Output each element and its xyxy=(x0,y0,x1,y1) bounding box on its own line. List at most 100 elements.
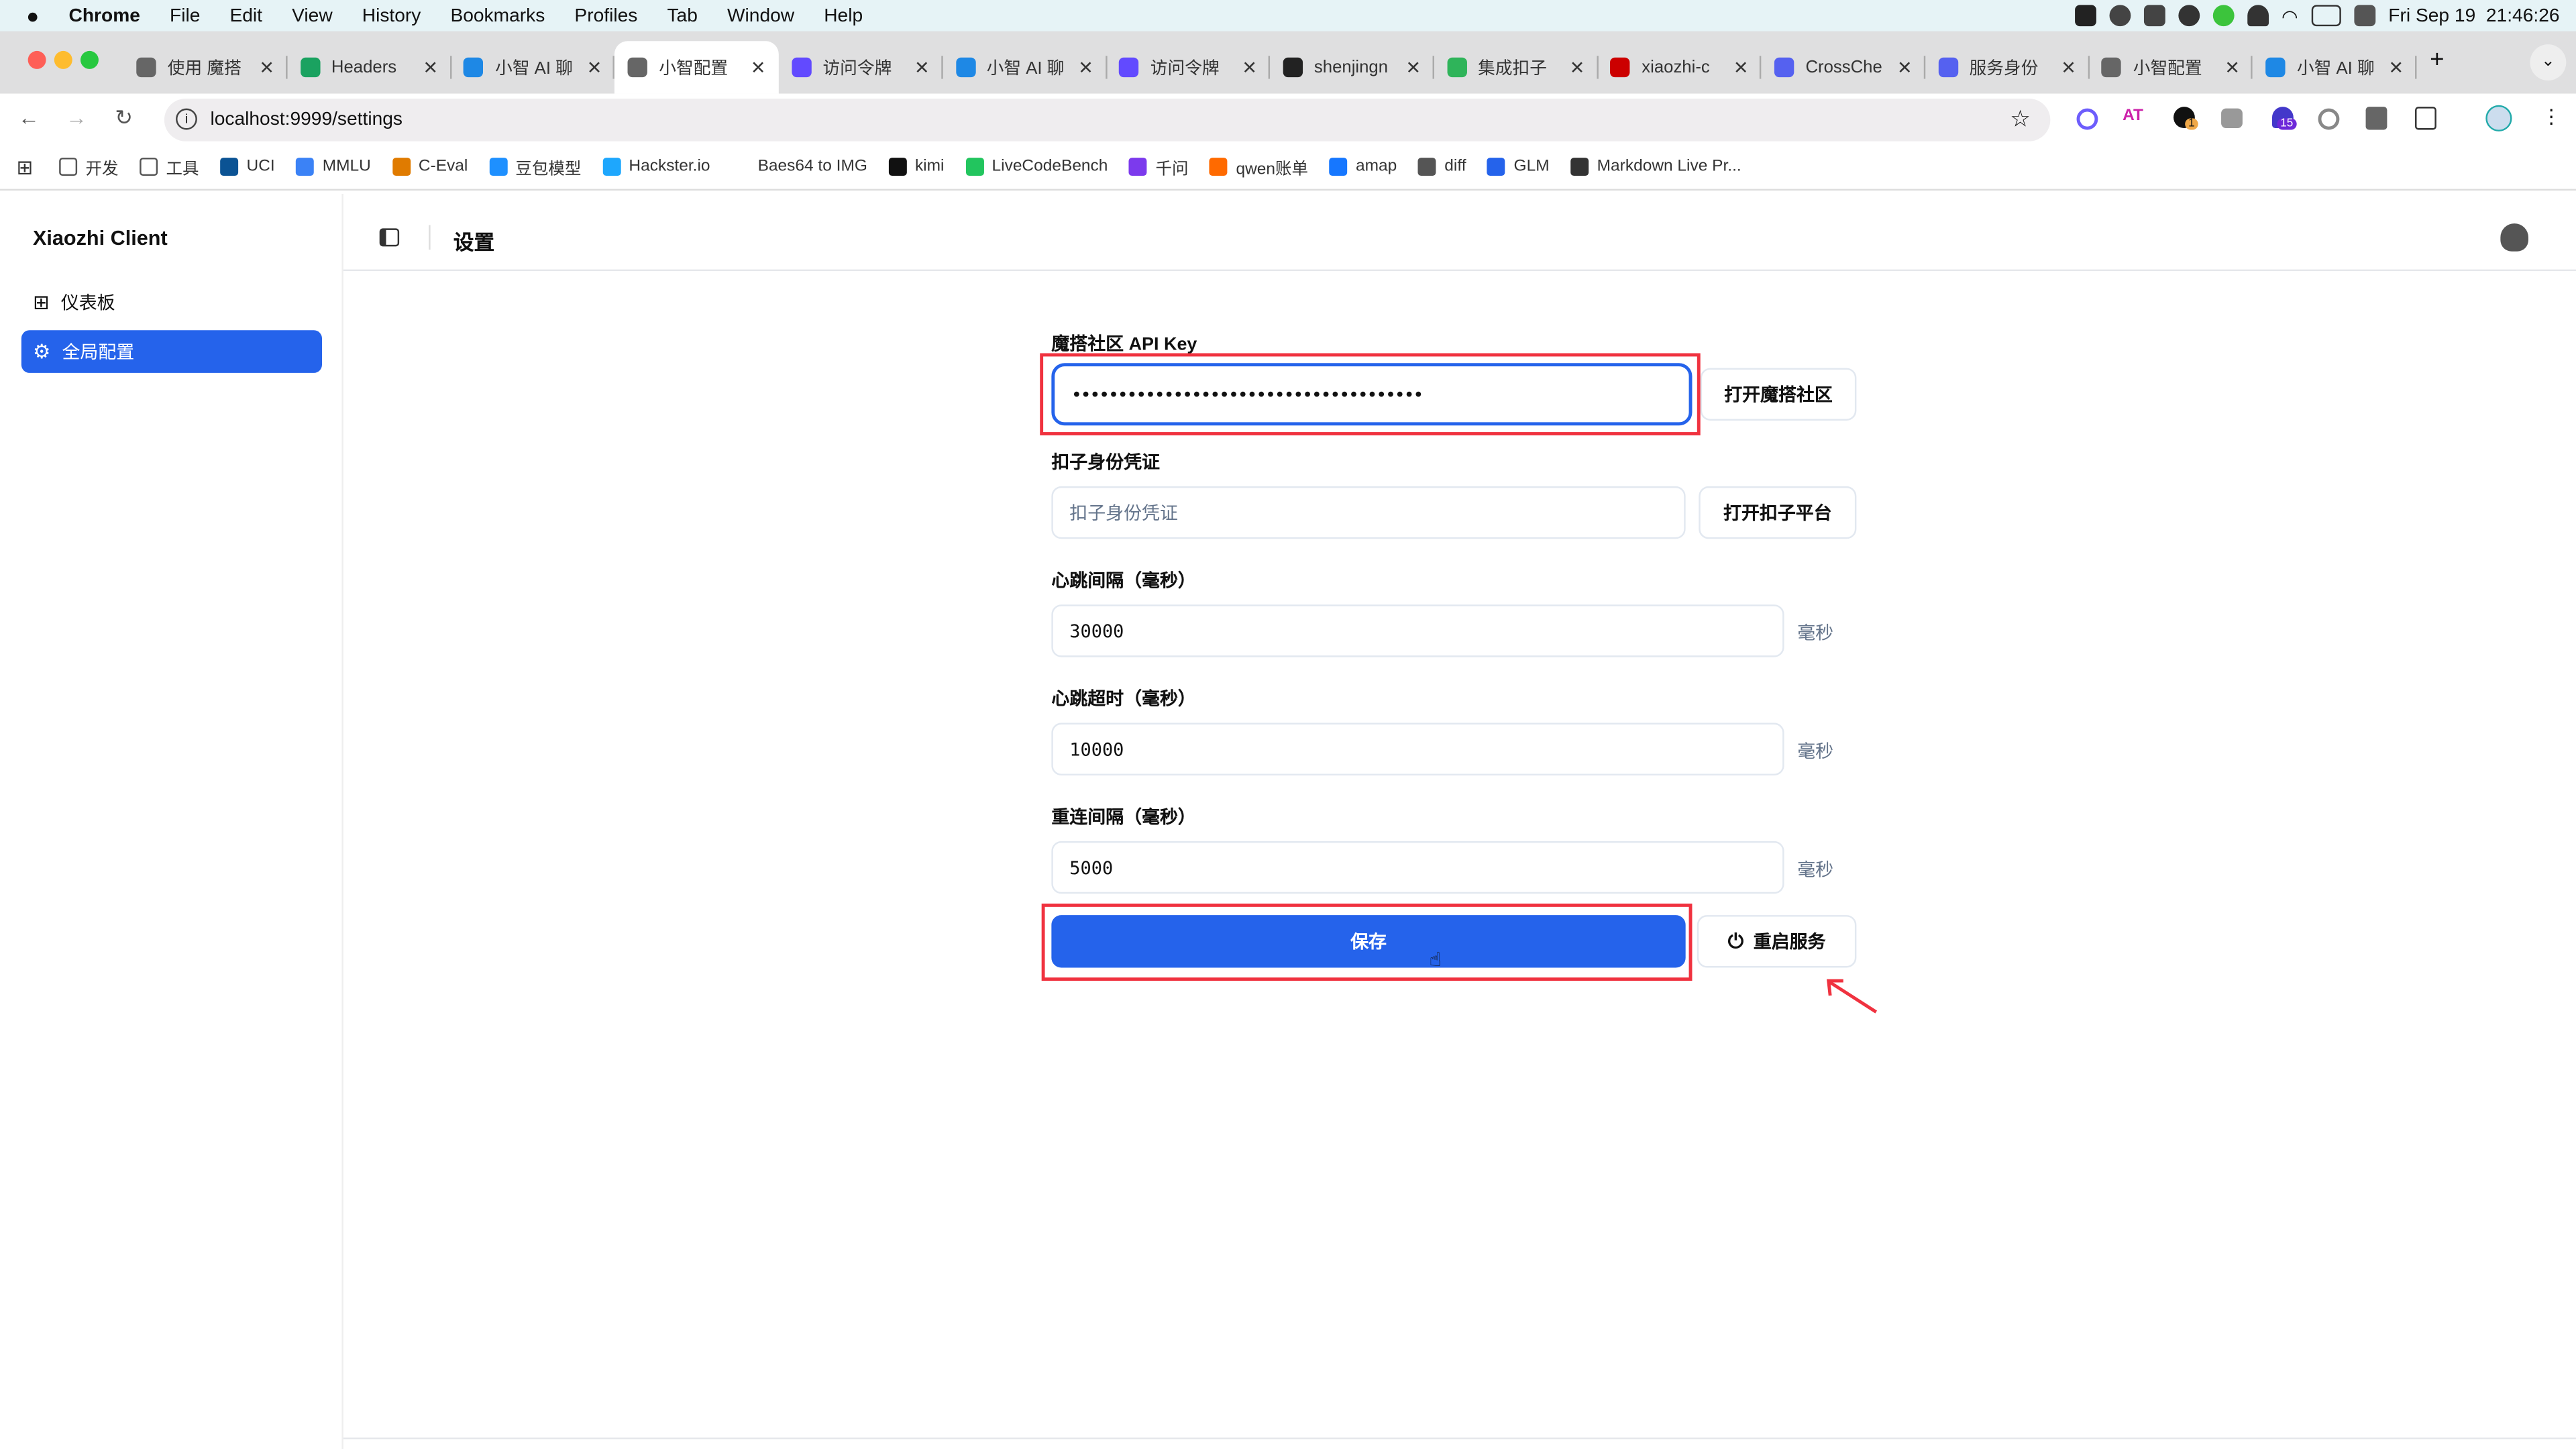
browser-tab[interactable]: 使用 魔搭 ✕ xyxy=(123,41,288,93)
apple-icon[interactable]: ● xyxy=(26,3,40,28)
extensions-puzzle-icon[interactable] xyxy=(2415,107,2436,130)
notification-icon[interactable] xyxy=(2247,5,2269,27)
chrome-menu-icon[interactable]: ⋮ xyxy=(2541,105,2561,129)
sidebar-item-global-config[interactable]: ⚙ 全局配置 xyxy=(21,330,323,373)
browser-tab[interactable]: shenjingn ✕ xyxy=(1270,41,1434,93)
menu-view[interactable]: View xyxy=(292,5,333,25)
menu-history[interactable]: History xyxy=(362,5,421,25)
profile-avatar[interactable] xyxy=(2485,105,2512,131)
browser-tab[interactable]: 小智 AI 聊 ✕ xyxy=(451,41,615,93)
close-tab-icon[interactable]: ✕ xyxy=(750,58,766,78)
browser-tab[interactable]: 访问令牌 ✕ xyxy=(1106,41,1271,93)
bookmark-item[interactable]: kimi xyxy=(888,158,944,176)
new-tab-button[interactable]: + xyxy=(2430,46,2445,74)
maximize-window-button[interactable] xyxy=(80,50,99,69)
open-coze-button[interactable]: 打开扣子平台 xyxy=(1699,486,1857,539)
browser-tab[interactable]: xiaozhi-c ✕ xyxy=(1597,41,1762,93)
menu-tab[interactable]: Tab xyxy=(667,5,698,25)
menu-edit[interactable]: Edit xyxy=(229,5,263,25)
browser-tab[interactable]: 小智 AI 聊 ✕ xyxy=(943,41,1107,93)
close-tab-icon[interactable]: ✕ xyxy=(1078,58,1093,78)
heartbeat-timeout-input[interactable]: 10000 xyxy=(1051,722,1784,775)
browser-tab[interactable]: CrossChe ✕ xyxy=(1761,41,1926,93)
bookmark-item[interactable]: 豆包模型 xyxy=(489,154,581,179)
tab-search-button[interactable]: ⌄ xyxy=(2530,44,2567,81)
bookmark-item[interactable]: amap xyxy=(1329,158,1397,176)
translate-extension-icon[interactable]: AT xyxy=(2123,107,2143,125)
minimize-window-button[interactable] xyxy=(54,50,72,69)
wifi-icon[interactable]: ◠ xyxy=(2282,7,2298,28)
address-bar[interactable]: i localhost:9999/settings ☆ xyxy=(164,98,2051,142)
github-icon[interactable] xyxy=(2500,223,2529,252)
bookmark-item[interactable]: 千问 xyxy=(1129,154,1188,179)
bookmark-item[interactable]: 工具 xyxy=(140,154,199,179)
browser-tab[interactable]: 集成扣子 ✕ xyxy=(1434,41,1598,93)
bookmark-item[interactable]: 开发 xyxy=(59,154,118,179)
close-tab-icon[interactable]: ✕ xyxy=(586,58,602,78)
bookmark-item[interactable]: LiveCodeBench xyxy=(965,158,1108,176)
bookmark-item[interactable]: Baes64 to IMG xyxy=(731,158,867,176)
menu-app[interactable]: Chrome xyxy=(68,5,140,25)
close-tab-icon[interactable]: ✕ xyxy=(259,58,274,78)
browser-tab[interactable]: 小智配置 ✕ xyxy=(614,41,780,94)
input-method-icon[interactable] xyxy=(2074,5,2096,27)
close-tab-icon[interactable]: ✕ xyxy=(2061,58,2076,78)
browser-tab[interactable]: 小智 AI 聊 ✕ xyxy=(2253,41,2417,93)
browser-tab[interactable]: Headers ✕ xyxy=(287,41,451,93)
wechat-icon[interactable] xyxy=(2178,5,2200,27)
reload-icon[interactable]: ↻ xyxy=(115,105,133,130)
save-button[interactable]: 保存 xyxy=(1051,915,1686,968)
menu-file[interactable]: File xyxy=(170,5,201,25)
heartbeat-interval-input[interactable]: 30000 xyxy=(1051,604,1784,657)
open-modelscope-button[interactable]: 打开魔搭社区 xyxy=(1700,368,1857,421)
bookmark-item[interactable]: qwen账单 xyxy=(1210,154,1308,179)
bookmark-item[interactable]: Hackster.io xyxy=(602,158,710,176)
control-center-icon[interactable] xyxy=(2353,5,2375,27)
close-tab-icon[interactable]: ✕ xyxy=(2388,58,2404,78)
restart-service-button[interactable]: ⏻ 重启服务 xyxy=(1697,915,1857,968)
bookmark-item[interactable]: Markdown Live Pr... xyxy=(1570,158,1741,176)
bookmark-item[interactable]: MMLU xyxy=(296,158,371,176)
back-icon[interactable]: ← xyxy=(17,105,40,130)
coze-token-input[interactable]: 扣子身份凭证 xyxy=(1051,486,1686,539)
api-key-input[interactable]: •••••••••••••••••••••••••••••••••••••• xyxy=(1051,363,1693,426)
status-icon[interactable] xyxy=(2108,5,2131,27)
bookmark-star-icon[interactable]: ☆ xyxy=(2010,105,2031,131)
reconnect-interval-input[interactable]: 5000 xyxy=(1051,841,1784,894)
close-tab-icon[interactable]: ✕ xyxy=(1733,58,1749,78)
menu-profiles[interactable]: Profiles xyxy=(574,5,638,25)
extension-icon[interactable] xyxy=(2076,108,2098,130)
browser-tab[interactable]: 小智配置 ✕ xyxy=(2089,41,2253,93)
reconnect-interval-unit: 毫秒 xyxy=(1797,861,1834,881)
url-text[interactable]: localhost:9999/settings xyxy=(210,110,403,130)
close-tab-icon[interactable]: ✕ xyxy=(1405,58,1421,78)
camera-extension-icon[interactable] xyxy=(2221,108,2243,129)
close-tab-icon[interactable]: ✕ xyxy=(1897,58,1913,78)
close-tab-icon[interactable]: ✕ xyxy=(2224,58,2240,78)
clock[interactable]: Fri Sep 19 21:46:26 xyxy=(2388,5,2560,25)
close-tab-icon[interactable]: ✕ xyxy=(423,58,439,78)
close-tab-icon[interactable]: ✕ xyxy=(1569,58,1585,78)
apps-grid-icon[interactable]: ⊞ xyxy=(16,155,34,178)
app-status-icon[interactable] xyxy=(2212,5,2234,27)
bookmark-item[interactable]: UCI xyxy=(220,158,275,176)
menu-bookmarks[interactable]: Bookmarks xyxy=(450,5,545,25)
extension-icon[interactable] xyxy=(2365,107,2387,130)
close-tab-icon[interactable]: ✕ xyxy=(914,58,930,78)
menu-window[interactable]: Window xyxy=(727,5,795,25)
extension-icon[interactable] xyxy=(2318,108,2340,130)
browser-tab[interactable]: 服务身份 ✕ xyxy=(1925,41,2090,93)
menu-help[interactable]: Help xyxy=(824,5,863,25)
close-window-button[interactable] xyxy=(28,50,46,69)
sidebar-toggle-icon[interactable] xyxy=(379,228,400,247)
browser-tab[interactable]: 访问令牌 ✕ xyxy=(778,41,943,93)
close-tab-icon[interactable]: ✕ xyxy=(1242,58,1257,78)
bookmark-item[interactable]: GLM xyxy=(1487,158,1550,176)
bookmark-item[interactable]: C-Eval xyxy=(392,158,468,176)
bookmark-item[interactable]: diff xyxy=(1418,158,1466,176)
battery-icon[interactable] xyxy=(2311,5,2341,27)
site-info-icon[interactable]: i xyxy=(176,108,197,130)
status-icon[interactable] xyxy=(2143,5,2165,27)
forward-icon[interactable]: → xyxy=(65,105,87,130)
sidebar-item-dashboard[interactable]: ⊞ 仪表板 xyxy=(21,281,322,324)
